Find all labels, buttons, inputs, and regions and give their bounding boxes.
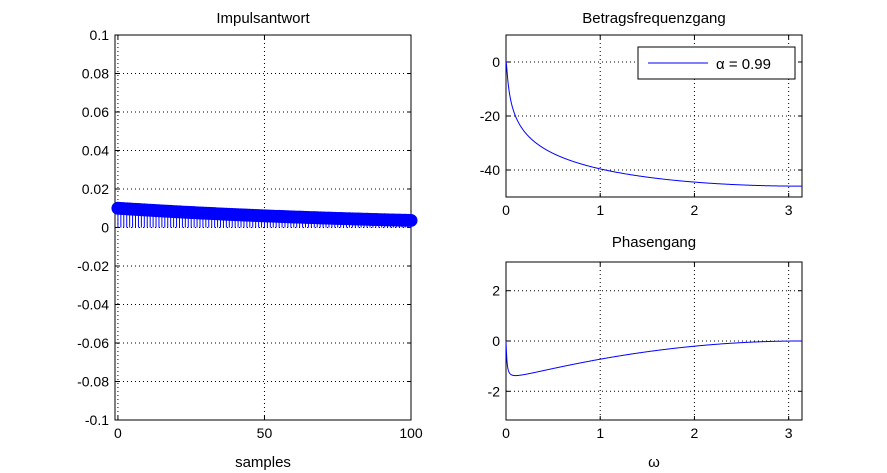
impulse-ytick-label-0: -0.1 <box>85 412 109 428</box>
impulse-xlabel: samples <box>235 454 291 471</box>
magnitude-xtick-label-1: 1 <box>596 202 604 218</box>
magnitude-xtick-label-2: 2 <box>691 202 699 218</box>
phase-title: Phasengang <box>612 234 696 251</box>
phase-xtick-label-1: 1 <box>596 425 604 441</box>
legend-entry-text: α = 0.99 <box>716 56 771 73</box>
impulse-ytick-label-10: 0.1 <box>90 27 110 43</box>
magnitude-ytick-label-1: -20 <box>480 108 500 124</box>
phase-ytick-label-1: 0 <box>492 333 500 349</box>
impulse-ytick-label-6: 0.02 <box>82 181 109 197</box>
magnitude-ytick-label-0: -40 <box>480 162 500 178</box>
magnitude-xtick-label-3: 3 <box>785 202 793 218</box>
phase-xtick-label-2: 2 <box>691 425 699 441</box>
magnitude-response-panel: Betragsfrequenzgang 0 1 2 3 -40 -20 0 α = 0.99 <box>480 10 803 218</box>
phase-ytick-label-2: 2 <box>492 283 500 299</box>
magnitude-title: Betragsfrequenzgang <box>582 10 725 27</box>
impulse-xtick-label-2: 100 <box>399 425 423 441</box>
impulse-point-100 <box>404 213 418 227</box>
phase-ytick-label-0: -2 <box>488 383 501 399</box>
impulse-xtick-label-0: 0 <box>114 425 122 441</box>
impulse-ytick-label-3: -0.04 <box>77 297 109 313</box>
impulse-title: Impulsantwort <box>216 10 310 27</box>
impulse-ytick-label-8: 0.06 <box>82 104 109 120</box>
phase-xlabel: ω <box>648 454 660 471</box>
magnitude-series-line <box>505 61 802 187</box>
phase-series-line <box>505 340 802 377</box>
impulse-ytick-label-2: -0.06 <box>77 335 109 351</box>
impulse-ytick-label-9: 0.08 <box>82 66 109 82</box>
magnitude-legend: α = 0.99 <box>637 46 796 80</box>
impulse-xtick-label-1: 50 <box>257 425 273 441</box>
phase-xtick-label-0: 0 <box>502 425 510 441</box>
impulse-stems <box>111 201 418 228</box>
phase-xtick-label-3: 3 <box>785 425 793 441</box>
impulse-ytick-label-7: 0.04 <box>82 143 109 159</box>
magnitude-xtick-label-0: 0 <box>502 202 510 218</box>
impulse-response-panel: Impulsantwort samples 0 50 100 -0.1 -0.08 -0.… <box>77 10 423 471</box>
magnitude-ytick-label-2: 0 <box>492 54 500 70</box>
impulse-ytick-label-1: -0.08 <box>77 374 109 390</box>
impulse-ytick-label-4: -0.02 <box>77 258 109 274</box>
phase-response-panel: Phasengang ω 0 1 2 3 -2 0 2 <box>488 234 803 471</box>
impulse-ytick-label-5: 0 <box>101 220 109 236</box>
